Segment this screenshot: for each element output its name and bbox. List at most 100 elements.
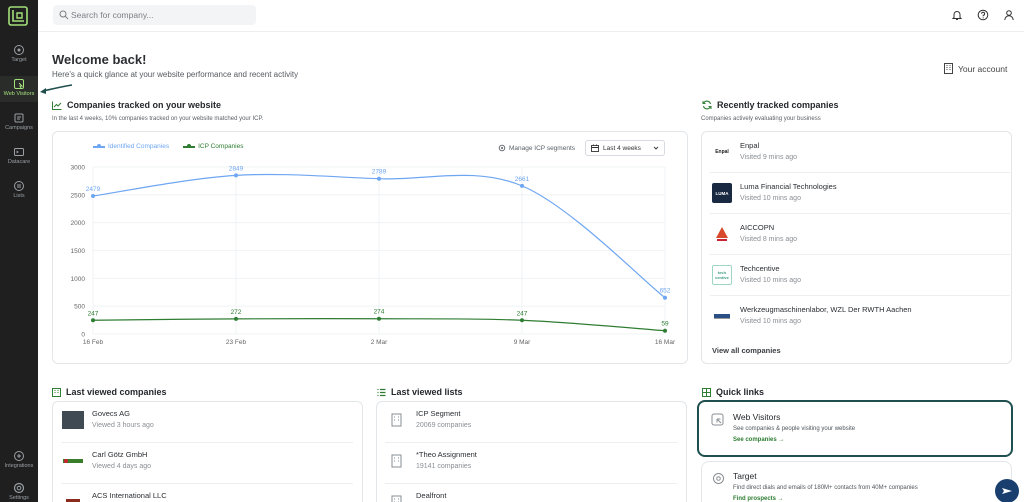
company-name: Luma Financial Technologies: [740, 182, 837, 191]
company-name: Carl Götz GmbH: [92, 450, 148, 459]
chat-launcher-button[interactable]: [995, 479, 1019, 502]
sidebar-item-lists[interactable]: Lists: [0, 178, 38, 208]
tracked-chart-card: Identified Companies ICP Companies Manag…: [52, 131, 688, 364]
search-input[interactable]: [71, 8, 251, 22]
list-item[interactable]: tech centive Techcentive Visited 10 mins…: [710, 255, 1010, 296]
sidebar-item-label: Web Visitors: [3, 91, 35, 97]
company-name: ACS International LLC: [92, 491, 167, 500]
legend-item-icp[interactable]: ICP Companies: [183, 143, 243, 150]
trend-chart-icon: [52, 101, 62, 110]
data-label: 2479: [86, 186, 101, 193]
sidebar-item-integrations[interactable]: Integrations: [0, 448, 38, 478]
list-building-icon: [391, 495, 402, 502]
company-logo: [714, 314, 730, 319]
legend-label-identified: Identified Companies: [108, 143, 170, 150]
quick-link-title: Target: [733, 471, 757, 481]
y-tick-label: 0: [81, 332, 85, 339]
legend-swatch-icp: [183, 144, 196, 148]
user-icon[interactable]: [1003, 9, 1015, 21]
viewed-time: Viewed 3 hours ago: [92, 422, 154, 429]
data-label: 2789: [372, 169, 387, 176]
calendar-icon: [591, 144, 599, 152]
chevron-down-icon: [653, 146, 659, 150]
search-box[interactable]: [53, 5, 256, 25]
list-building-icon: [391, 413, 402, 427]
refresh-icon: [702, 100, 712, 110]
bell-icon[interactable]: [951, 9, 963, 21]
tracked-line-chart: 0 500 1000 1500 2000 2500 3000 16 Feb 23 Feb 2 M…: [71, 165, 676, 347]
target-icon: [14, 45, 24, 55]
data-point: [520, 318, 524, 323]
list-item[interactable]: LUMA Luma Financial Technologies Visited…: [710, 173, 1010, 214]
data-point: [663, 328, 667, 333]
sidebar: Target Web Visitors Campaigns Datacare L…: [0, 0, 38, 502]
list-item[interactable]: AICCOPN Visited 8 mins ago: [710, 214, 1010, 255]
manage-icp-segments-button[interactable]: Manage ICP segments: [498, 144, 575, 152]
list-count: 19141 companies: [416, 463, 472, 470]
legend-item-identified[interactable]: Identified Companies: [93, 143, 169, 150]
quick-link-web-visitors[interactable]: Web Visitors See companies & people visi…: [697, 400, 1013, 457]
quick-links-panel: Web Visitors See companies & people visi…: [697, 400, 1017, 502]
tracked-section-title: Companies tracked on your website: [52, 100, 221, 110]
sidebar-item-target[interactable]: Target: [0, 42, 38, 72]
app-logo-icon[interactable]: [8, 6, 28, 26]
quick-link-target[interactable]: Target Find direct dials and emails of 1…: [701, 461, 1012, 502]
y-tick-label: 3000: [71, 165, 86, 172]
sidebar-item-settings[interactable]: Settings: [0, 480, 38, 502]
help-icon[interactable]: [977, 9, 989, 21]
sidebar-item-label: Datacare: [7, 159, 31, 165]
last-lists-title: Last viewed lists: [391, 387, 463, 397]
sidebar-item-web-visitors[interactable]: Web Visitors: [0, 76, 38, 102]
see-companies-link[interactable]: See companies →: [733, 437, 785, 443]
datacare-icon: [14, 148, 24, 156]
period-value: Last 4 weeks: [603, 144, 641, 152]
period-select[interactable]: Last 4 weeks: [585, 140, 665, 156]
recent-title: Recently tracked companies: [717, 100, 839, 110]
list-item[interactable]: Carl Götz GmbH Viewed 4 days ago: [61, 443, 353, 484]
list-name: Dealfront: [416, 491, 447, 500]
sidebar-item-label: Target: [11, 57, 27, 63]
list-item[interactable]: Enpal Enpal Visited 9 mins ago: [710, 132, 1010, 173]
recent-section-title: Recently tracked companies: [702, 100, 839, 110]
company-name: Werkzeugmaschinenlabor, WZL Der RWTH Aac…: [740, 305, 912, 314]
sidebar-item-label: Settings: [9, 495, 29, 501]
find-prospects-link[interactable]: Find prospects →: [733, 496, 784, 502]
quick-links-title: Quick links: [716, 387, 765, 397]
list-item[interactable]: ICP Segment 20069 companies: [385, 402, 677, 443]
your-account-button[interactable]: Your account: [944, 63, 1007, 74]
list-item[interactable]: ACS International LLC: [61, 484, 353, 502]
data-point: [377, 176, 381, 181]
list-count: 20069 companies: [416, 422, 472, 429]
list-name: *Theo Assignment: [416, 450, 477, 459]
data-point: [663, 295, 667, 300]
company-name: Enpal: [740, 141, 760, 150]
data-label: 59: [661, 321, 669, 328]
data-label: 2849: [229, 165, 244, 172]
recent-card: Enpal Enpal Visited 9 mins ago LUMA Luma…: [701, 131, 1012, 364]
data-label: 247: [88, 310, 99, 317]
list-name: ICP Segment: [416, 409, 461, 418]
list-item[interactable]: *Theo Assignment 19141 companies: [385, 443, 677, 484]
list-icon: [377, 388, 386, 396]
tracked-subtitle: In the last 4 weeks, 10% companies track…: [52, 116, 264, 122]
view-all-companies-link[interactable]: View all companies: [712, 346, 781, 355]
list-item[interactable]: Werkzeugmaschinenlabor, WZL Der RWTH Aac…: [710, 296, 1010, 337]
data-point: [234, 316, 238, 321]
viewed-time: Viewed 4 days ago: [92, 463, 152, 470]
your-account-label: Your account: [958, 63, 1008, 74]
company-logo: LUMA: [712, 183, 732, 203]
company-logo: [716, 227, 728, 241]
data-point: [234, 173, 238, 178]
legend-swatch-identified: [93, 144, 105, 148]
last-companies-section-title: Last viewed companies: [52, 387, 167, 397]
company-logo: Enpal: [715, 149, 729, 155]
visited-time: Visited 10 mins ago: [740, 318, 801, 325]
sidebar-item-datacare[interactable]: Datacare: [0, 144, 38, 174]
campaigns-icon: [14, 113, 24, 123]
list-item[interactable]: Dealfront: [385, 484, 677, 502]
list-item[interactable]: Govecs AG Viewed 3 hours ago: [61, 402, 353, 443]
last-companies-card: Govecs AG Viewed 3 hours ago Carl Götz G…: [52, 401, 363, 502]
data-label: 652: [660, 288, 671, 295]
company-name: Govecs AG: [92, 409, 130, 418]
sidebar-item-campaigns[interactable]: Campaigns: [0, 110, 38, 140]
